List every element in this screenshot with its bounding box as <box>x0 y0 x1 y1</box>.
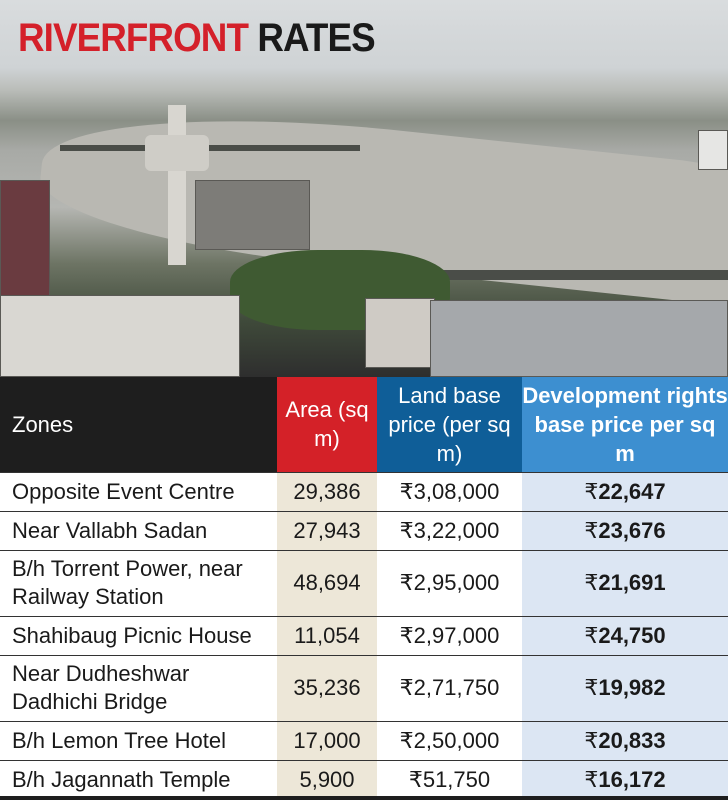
zone-cell: B/h Jagannath Temple <box>0 759 277 799</box>
header-area: Area (sq m) <box>277 377 377 472</box>
header-land-price: Land base price (per sq m) <box>377 377 522 472</box>
dev-price-value: 22,647 <box>598 478 666 504</box>
area-cell: 35,236 <box>277 654 377 721</box>
area-cell: 5,900 <box>277 759 377 799</box>
zone-cell: B/h Lemon Tree Hotel <box>0 720 277 760</box>
header-zones: Zones <box>0 377 277 472</box>
area-cell: 17,000 <box>277 720 377 760</box>
building <box>698 130 728 170</box>
table-row: Opposite Event Centre 29,386 ₹3,08,000 ₹… <box>0 471 728 511</box>
land-price-cell: ₹2,50,000 <box>377 720 522 760</box>
table-row: B/h Lemon Tree Hotel 17,000 ₹2,50,000 ₹2… <box>0 720 728 760</box>
zone-cell: Shahibaug Picnic House <box>0 615 277 655</box>
tower-top <box>145 135 209 171</box>
dev-price-value: 21,691 <box>598 570 666 595</box>
land-price-cell: ₹3,08,000 <box>377 471 522 511</box>
land-price-cell: ₹2,71,750 <box>377 654 522 721</box>
dev-price-value: 24,750 <box>598 622 666 648</box>
area-cell: 29,386 <box>277 471 377 511</box>
dev-price-value: 20,833 <box>598 727 666 753</box>
dev-price-cell: ₹20,833 <box>522 720 728 760</box>
land-price-cell: ₹2,97,000 <box>377 615 522 655</box>
riverfront-photo: RIVERFRONT RATES <box>0 0 728 377</box>
dev-price-cell: ₹22,647 <box>522 471 728 511</box>
rupee-symbol: ₹ <box>584 478 599 504</box>
zone-cell: B/h Torrent Power, near Railway Station <box>0 549 277 616</box>
table-row: Near Dudheshwar Dadhichi Bridge 35,236 ₹… <box>0 654 728 721</box>
building <box>195 180 310 250</box>
bridge <box>60 145 360 151</box>
building <box>0 295 240 377</box>
zone-cell: Near Vallabh Sadan <box>0 510 277 550</box>
table-row: B/h Torrent Power, near Railway Station … <box>0 549 728 616</box>
zone-cell: Opposite Event Centre <box>0 471 277 511</box>
header-dev-price: Development rights base price per sq m <box>522 377 728 472</box>
dev-price-cell: ₹19,982 <box>522 654 728 721</box>
building <box>0 180 50 310</box>
land-price-cell: ₹51,750 <box>377 759 522 799</box>
header-row: Zones Area (sq m) Land base price (per s… <box>0 377 728 472</box>
rupee-symbol: ₹ <box>584 517 599 543</box>
dev-price-cell: ₹16,172 <box>522 759 728 799</box>
headline: RIVERFRONT RATES <box>18 16 376 61</box>
land-price-cell: ₹2,95,000 <box>377 549 522 616</box>
dev-price-cell: ₹24,750 <box>522 615 728 655</box>
bridge <box>440 270 728 280</box>
dev-price-cell: ₹23,676 <box>522 510 728 550</box>
building <box>430 300 728 377</box>
headline-part1: RIVERFRONT <box>18 16 249 60</box>
zone-cell: Near Dudheshwar Dadhichi Bridge <box>0 654 277 721</box>
rupee-symbol: ₹ <box>584 570 599 595</box>
tower <box>168 105 186 265</box>
rupee-symbol: ₹ <box>584 727 599 753</box>
area-cell: 27,943 <box>277 510 377 550</box>
rupee-symbol: ₹ <box>584 622 599 648</box>
area-cell: 11,054 <box>277 615 377 655</box>
dev-price-value: 16,172 <box>598 766 666 792</box>
dev-price-value: 19,982 <box>598 675 666 700</box>
rupee-symbol: ₹ <box>584 766 599 792</box>
bottom-bar <box>0 796 728 800</box>
land-price-cell: ₹3,22,000 <box>377 510 522 550</box>
rates-table: Zones Area (sq m) Land base price (per s… <box>0 377 728 799</box>
dev-price-cell: ₹21,691 <box>522 549 728 616</box>
table-row: B/h Jagannath Temple 5,900 ₹51,750 ₹16,1… <box>0 759 728 799</box>
headline-part2: RATES <box>257 16 375 60</box>
area-cell: 48,694 <box>277 549 377 616</box>
table-row: Shahibaug Picnic House 11,054 ₹2,97,000 … <box>0 615 728 655</box>
dev-price-value: 23,676 <box>598 517 666 543</box>
building <box>365 298 435 368</box>
rupee-symbol: ₹ <box>584 675 599 700</box>
table-row: Near Vallabh Sadan 27,943 ₹3,22,000 ₹23,… <box>0 510 728 550</box>
